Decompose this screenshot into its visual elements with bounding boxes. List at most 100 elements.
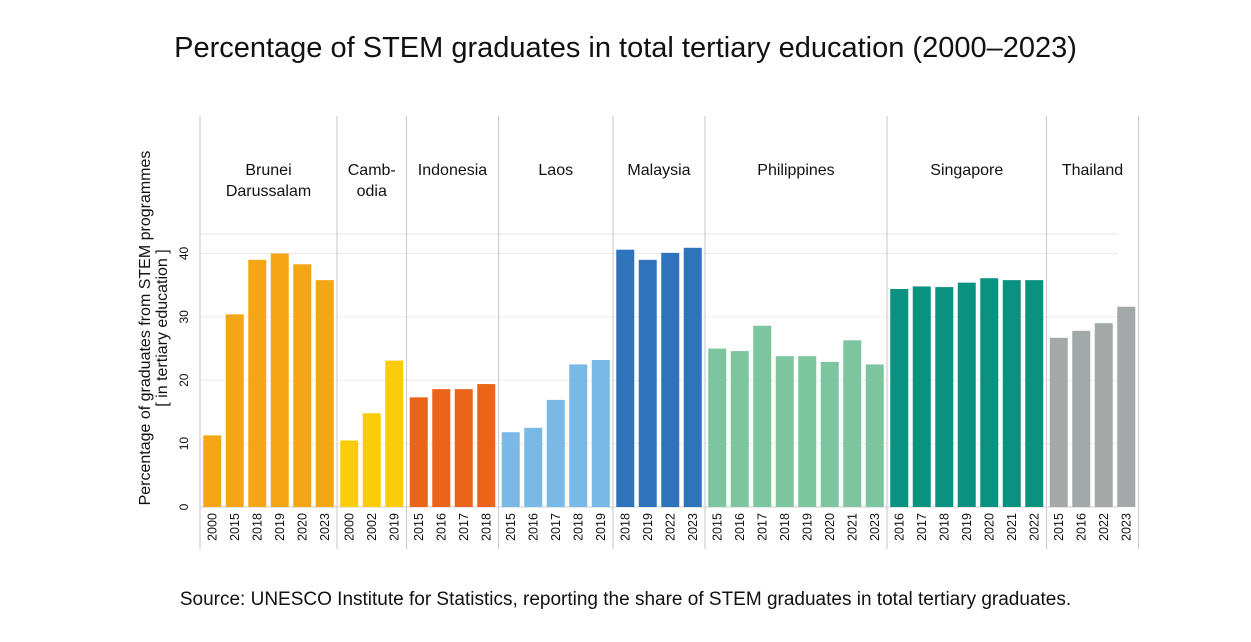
bar bbox=[1117, 306, 1136, 507]
x-tick-label: 2018 bbox=[618, 513, 632, 541]
x-tick-label: 2015 bbox=[412, 513, 426, 541]
bar bbox=[524, 427, 543, 507]
group-label: Darussalam bbox=[226, 183, 311, 200]
group-label: Laos bbox=[538, 162, 573, 179]
x-tick-label: 2018 bbox=[778, 513, 792, 541]
x-tick-label: 2023 bbox=[686, 513, 700, 541]
group-label: Singapore bbox=[930, 162, 1003, 179]
bar bbox=[203, 435, 222, 507]
bar bbox=[798, 356, 817, 507]
x-tick-label: 2020 bbox=[295, 513, 309, 541]
bar bbox=[270, 253, 289, 507]
x-tick-label: 2021 bbox=[1005, 513, 1019, 541]
bar bbox=[775, 356, 794, 507]
bar bbox=[591, 359, 610, 507]
x-tick-label: 2017 bbox=[457, 513, 471, 541]
bar bbox=[730, 351, 749, 507]
group-label: odia bbox=[357, 183, 387, 200]
x-tick-label: 2017 bbox=[755, 513, 769, 541]
x-tick-label: 2016 bbox=[434, 513, 448, 541]
group-label: Thailand bbox=[1062, 162, 1123, 179]
group-label: Philippines bbox=[757, 162, 834, 179]
x-tick-label: 2018 bbox=[571, 513, 585, 541]
y-tick-label: 30 bbox=[177, 310, 191, 324]
x-tick-label: 2015 bbox=[228, 513, 242, 541]
bar bbox=[1025, 280, 1044, 507]
x-tick-label: 2000 bbox=[342, 513, 356, 541]
x-tick-label: 2016 bbox=[526, 513, 540, 541]
separator-layer bbox=[199, 116, 1140, 549]
bar bbox=[293, 264, 312, 507]
x-tick-label: 2022 bbox=[663, 513, 677, 541]
y-tick-label: 40 bbox=[177, 247, 191, 261]
group-label: Camb- bbox=[348, 162, 396, 179]
bar bbox=[1002, 280, 1021, 507]
bar bbox=[362, 413, 381, 507]
bar bbox=[501, 432, 520, 507]
bar bbox=[225, 314, 244, 507]
bar bbox=[546, 399, 565, 507]
x-tick-label: 2019 bbox=[641, 513, 655, 541]
group-label: Indonesia bbox=[418, 162, 487, 179]
x-tick-label: 2015 bbox=[710, 513, 724, 541]
bar bbox=[661, 252, 680, 507]
x-tick-label: 2016 bbox=[733, 513, 747, 541]
bar bbox=[1049, 337, 1068, 507]
bar bbox=[980, 278, 999, 507]
bar bbox=[890, 288, 909, 507]
y-tick-label: 20 bbox=[177, 373, 191, 387]
x-tick-label: 2018 bbox=[937, 513, 951, 541]
source-note: Source: UNESCO Institute for Statistics,… bbox=[179, 589, 1072, 610]
x-tick-label: 2023 bbox=[868, 513, 882, 541]
x-tick-label: 2023 bbox=[1119, 513, 1133, 541]
group-label: Malaysia bbox=[627, 162, 690, 179]
text-layer: 0 10 20 30 40 Percentage of graduates from ST… bbox=[137, 151, 1133, 541]
bar bbox=[477, 384, 496, 507]
chart-title: Percentage of STEM graduates in total te… bbox=[174, 32, 1077, 64]
bar-layer bbox=[203, 247, 1136, 507]
x-tick-label: 2018 bbox=[250, 513, 264, 541]
x-tick-label: 2019 bbox=[273, 513, 287, 541]
bar bbox=[708, 348, 727, 507]
bar bbox=[957, 282, 976, 507]
x-tick-label: 2002 bbox=[365, 513, 379, 541]
x-tick-label: 2019 bbox=[800, 513, 814, 541]
x-tick-label: 2022 bbox=[1097, 513, 1111, 541]
bar bbox=[753, 325, 772, 507]
y-tick-label: 0 bbox=[177, 503, 191, 510]
bar bbox=[616, 249, 635, 507]
bar bbox=[1094, 323, 1113, 507]
x-tick-label: 2017 bbox=[549, 513, 563, 541]
bar bbox=[683, 247, 702, 507]
x-tick-label: 2018 bbox=[479, 513, 493, 541]
bar bbox=[843, 340, 862, 507]
x-tick-label: 2016 bbox=[892, 513, 906, 541]
y-axis-label: Percentage of graduates from STEM progra… bbox=[137, 151, 154, 506]
x-tick-label: 2019 bbox=[387, 513, 401, 541]
group-label: Brunei bbox=[245, 162, 291, 179]
bar bbox=[409, 397, 428, 507]
bar bbox=[385, 360, 404, 507]
x-tick-label: 2021 bbox=[845, 513, 859, 541]
bar bbox=[248, 259, 267, 507]
bar bbox=[935, 287, 954, 507]
bar bbox=[340, 440, 359, 507]
bar bbox=[638, 259, 657, 507]
bar bbox=[454, 389, 473, 507]
y-tick-label: 10 bbox=[177, 437, 191, 451]
y-axis-label: [ in tertiary education ] bbox=[154, 249, 171, 406]
x-tick-label: 2020 bbox=[982, 513, 996, 541]
x-tick-label: 2000 bbox=[205, 513, 219, 541]
bar bbox=[912, 286, 931, 507]
x-tick-label: 2015 bbox=[504, 513, 518, 541]
bar bbox=[820, 361, 839, 507]
bar bbox=[569, 364, 588, 507]
bar bbox=[865, 364, 884, 507]
x-tick-label: 2015 bbox=[1052, 513, 1066, 541]
x-tick-label: 2019 bbox=[960, 513, 974, 541]
bar bbox=[1072, 330, 1091, 507]
bar bbox=[315, 280, 334, 507]
x-tick-label: 2022 bbox=[1027, 513, 1041, 541]
x-tick-label: 2023 bbox=[318, 513, 332, 541]
